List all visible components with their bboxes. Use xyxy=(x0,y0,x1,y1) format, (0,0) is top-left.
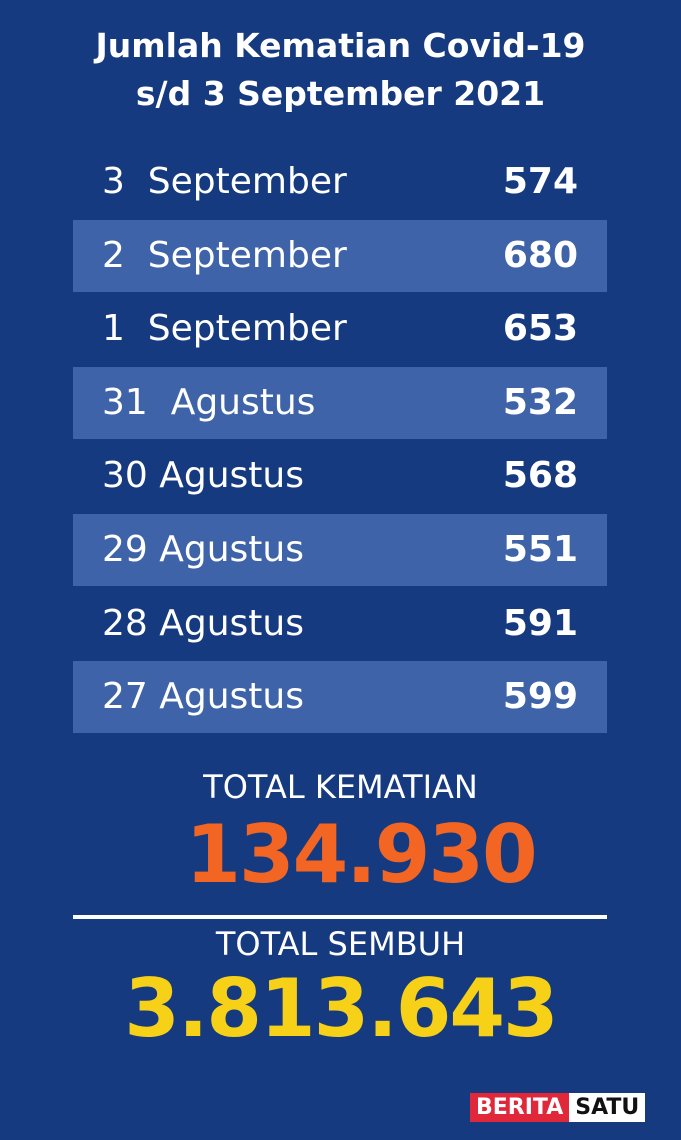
beritasatu-logo: BERITA SATU xyxy=(470,1093,646,1122)
table-row: 3 September 574 xyxy=(73,146,607,218)
title-line-1: Jumlah Kematian Covid-19 xyxy=(95,26,586,65)
table-row: 28 Agustus 591 xyxy=(73,588,607,660)
divider xyxy=(73,915,607,919)
page-title: Jumlah Kematian Covid-19 s/d 3 September… xyxy=(0,22,681,118)
row-value: 551 xyxy=(502,529,578,570)
row-value: 599 xyxy=(502,676,578,718)
logo-part-satu: SATU xyxy=(569,1093,646,1122)
total-recovered-value: 3.813.643 xyxy=(124,962,558,1055)
row-value: 680 xyxy=(502,234,578,276)
row-date: 28 Agustus xyxy=(102,602,304,644)
row-date: 2 September xyxy=(102,234,347,276)
row-date: 27 Agustus xyxy=(102,676,304,718)
total-recovered-label: TOTAL SEMBUH xyxy=(215,925,466,963)
row-date: 31 Agustus xyxy=(102,381,316,423)
row-date: 29 Agustus xyxy=(102,529,304,570)
row-value: 653 xyxy=(502,308,578,350)
row-value: 568 xyxy=(502,455,578,497)
table-row: 29 Agustus 551 xyxy=(73,514,607,586)
table-row: 30 Agustus 568 xyxy=(73,440,607,512)
title-line-2: s/d 3 September 2021 xyxy=(135,74,546,113)
row-value: 591 xyxy=(502,602,578,644)
total-deaths-value: 134.930 xyxy=(185,808,537,901)
row-date: 3 September xyxy=(102,161,347,202)
table-row: 27 Agustus 599 xyxy=(73,661,607,734)
row-value: 574 xyxy=(502,161,578,202)
table-row: 1 September 653 xyxy=(73,293,607,365)
row-date: 30 Agustus xyxy=(102,455,304,497)
row-date: 1 September xyxy=(102,308,347,350)
table-row: 2 September 680 xyxy=(73,219,607,292)
row-value: 532 xyxy=(502,381,578,423)
logo-part-berita: BERITA xyxy=(470,1093,570,1122)
total-deaths-label: TOTAL KEMATIAN xyxy=(203,768,478,806)
table-row: 31 Agustus 532 xyxy=(73,366,607,439)
